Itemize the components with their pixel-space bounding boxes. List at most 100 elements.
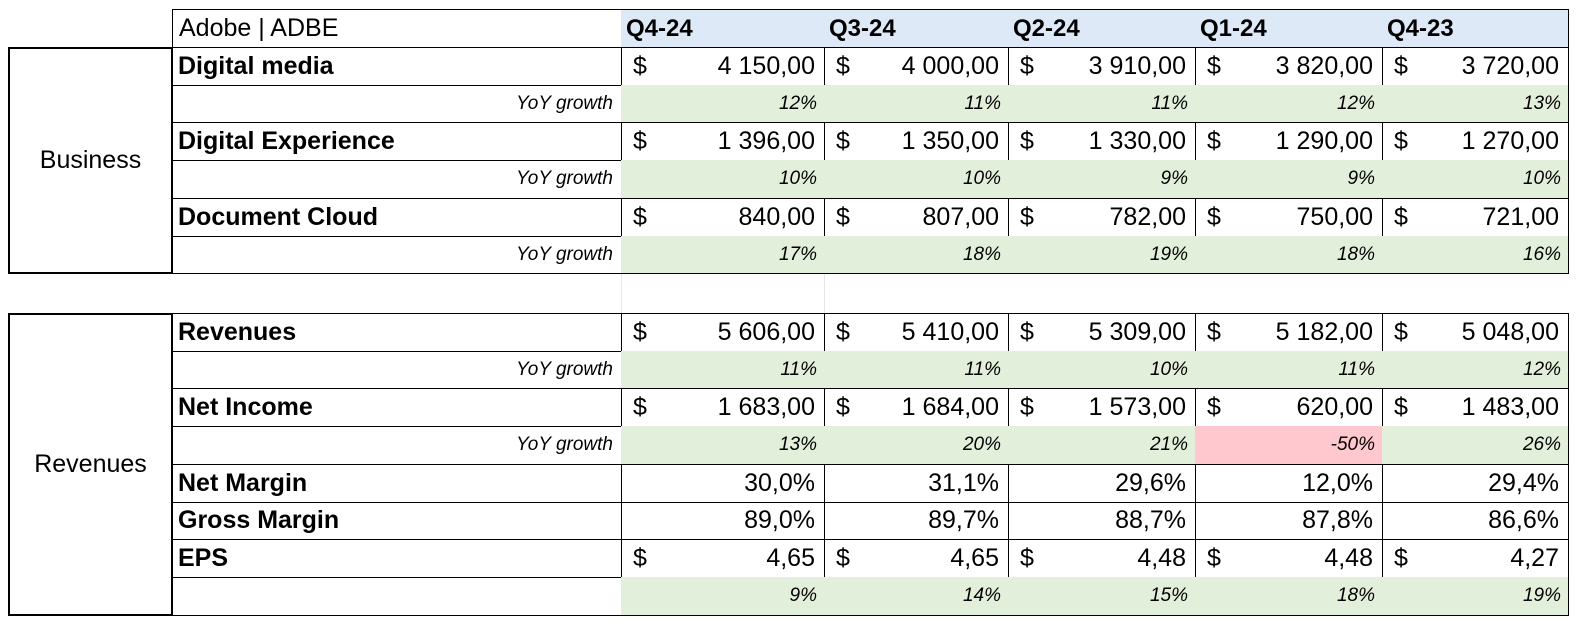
growth-cell[interactable]: 20%: [824, 426, 1009, 465]
percent-cell[interactable]: 89,7%: [824, 502, 1009, 540]
growth-row-label[interactable]: YoY growth: [172, 351, 622, 389]
money-cell[interactable]: $807,00: [824, 198, 1009, 237]
growth-cell[interactable]: 18%: [824, 236, 1009, 274]
metric-label[interactable]: EPS: [172, 539, 622, 578]
percent-cell[interactable]: 12,0%: [1195, 464, 1383, 503]
growth-cell[interactable]: 19%: [1008, 236, 1196, 274]
growth-cell[interactable]: 11%: [824, 85, 1009, 123]
money-value: 5 410,00: [901, 318, 999, 346]
percent-cell[interactable]: 89,0%: [621, 502, 825, 540]
money-cell[interactable]: $5 410,00: [824, 313, 1009, 352]
money-cell[interactable]: $4,48: [1008, 539, 1196, 578]
currency-symbol: $: [1207, 52, 1221, 80]
money-cell[interactable]: $1 270,00: [1382, 122, 1569, 161]
money-cell[interactable]: $840,00: [621, 198, 825, 237]
growth-cell[interactable]: 18%: [1195, 577, 1383, 616]
growth-cell[interactable]: -50%: [1195, 426, 1383, 465]
growth-cell[interactable]: 13%: [621, 426, 825, 465]
quarter-header[interactable]: Q1-24: [1195, 9, 1383, 48]
growth-cell[interactable]: 13%: [1382, 85, 1569, 123]
growth-cell[interactable]: 10%: [824, 160, 1009, 199]
money-cell[interactable]: $4,65: [621, 539, 825, 578]
money-cell[interactable]: $5 182,00: [1195, 313, 1383, 352]
growth-cell[interactable]: 11%: [1008, 85, 1196, 123]
money-value: 1 270,00: [1461, 126, 1559, 155]
money-cell[interactable]: $3 720,00: [1382, 47, 1569, 86]
metric-label[interactable]: Digital Experience: [172, 122, 622, 161]
money-cell[interactable]: $620,00: [1195, 388, 1383, 427]
money-cell[interactable]: $3 820,00: [1195, 47, 1383, 86]
section-label[interactable]: Revenues: [8, 313, 173, 616]
money-cell[interactable]: $1 350,00: [824, 122, 1009, 161]
percent-cell[interactable]: 30,0%: [621, 464, 825, 503]
growth-row-label[interactable]: YoY growth: [172, 426, 622, 465]
metric-label[interactable]: Document Cloud: [172, 198, 622, 237]
quarter-header[interactable]: Q4-23: [1382, 9, 1569, 48]
growth-cell[interactable]: 10%: [1008, 351, 1196, 389]
percent-cell[interactable]: 29,4%: [1382, 464, 1569, 503]
growth-cell[interactable]: 16%: [1382, 236, 1569, 274]
currency-symbol: $: [1394, 392, 1408, 421]
growth-row-label[interactable]: YoY growth: [172, 85, 622, 123]
money-cell[interactable]: $4 150,00: [621, 47, 825, 86]
growth-cell[interactable]: 9%: [621, 577, 825, 616]
growth-cell[interactable]: 17%: [621, 236, 825, 274]
growth-cell[interactable]: 14%: [824, 577, 1009, 616]
money-cell[interactable]: $1 573,00: [1008, 388, 1196, 427]
money-cell[interactable]: $5 048,00: [1382, 313, 1569, 352]
growth-cell[interactable]: 10%: [1382, 160, 1569, 199]
percent-cell[interactable]: 31,1%: [824, 464, 1009, 503]
money-cell[interactable]: $1 396,00: [621, 122, 825, 161]
money-value: 4,65: [766, 543, 815, 572]
money-cell[interactable]: $3 910,00: [1008, 47, 1196, 86]
quarter-header[interactable]: Q3-24: [824, 9, 1009, 48]
money-cell[interactable]: $1 483,00: [1382, 388, 1569, 427]
growth-cell[interactable]: 26%: [1382, 426, 1569, 465]
metric-label[interactable]: Gross Margin: [172, 502, 622, 540]
sheet-title[interactable]: Adobe | ADBE: [172, 9, 622, 48]
quarter-header[interactable]: Q4-24: [621, 9, 825, 48]
money-cell[interactable]: $4,65: [824, 539, 1009, 578]
money-cell[interactable]: $1 330,00: [1008, 122, 1196, 161]
metric-label[interactable]: Digital media: [172, 47, 622, 86]
growth-cell[interactable]: 9%: [1195, 160, 1383, 199]
metric-label[interactable]: Net Margin: [172, 464, 622, 503]
money-cell[interactable]: $1 683,00: [621, 388, 825, 427]
money-cell[interactable]: $5 309,00: [1008, 313, 1196, 352]
money-cell[interactable]: $4 000,00: [824, 47, 1009, 86]
currency-symbol: $: [1207, 318, 1221, 346]
growth-cell[interactable]: 12%: [621, 85, 825, 123]
money-cell[interactable]: $721,00: [1382, 198, 1569, 237]
growth-row-label[interactable]: [172, 577, 622, 616]
growth-cell[interactable]: 11%: [1195, 351, 1383, 389]
growth-cell[interactable]: 12%: [1382, 351, 1569, 389]
growth-cell[interactable]: 11%: [824, 351, 1009, 389]
growth-row-label[interactable]: YoY growth: [172, 160, 622, 199]
section-label[interactable]: Business: [8, 47, 173, 275]
money-cell[interactable]: $1 684,00: [824, 388, 1009, 427]
money-cell[interactable]: $4,48: [1195, 539, 1383, 578]
money-value: 721,00: [1482, 202, 1559, 231]
currency-symbol: $: [836, 543, 850, 572]
growth-cell[interactable]: 12%: [1195, 85, 1383, 123]
money-cell[interactable]: $750,00: [1195, 198, 1383, 237]
growth-cell[interactable]: 11%: [621, 351, 825, 389]
money-cell[interactable]: $1 290,00: [1195, 122, 1383, 161]
metric-label[interactable]: Revenues: [172, 313, 622, 352]
growth-cell[interactable]: 9%: [1008, 160, 1196, 199]
growth-row-label[interactable]: YoY growth: [172, 236, 622, 274]
percent-cell[interactable]: 29,6%: [1008, 464, 1196, 503]
percent-cell[interactable]: 87,8%: [1195, 502, 1383, 540]
money-cell[interactable]: $5 606,00: [621, 313, 825, 352]
growth-cell[interactable]: 19%: [1382, 577, 1569, 616]
growth-cell[interactable]: 10%: [621, 160, 825, 199]
percent-cell[interactable]: 86,6%: [1382, 502, 1569, 540]
money-cell[interactable]: $782,00: [1008, 198, 1196, 237]
growth-cell[interactable]: 18%: [1195, 236, 1383, 274]
growth-cell[interactable]: 15%: [1008, 577, 1196, 616]
quarter-header[interactable]: Q2-24: [1008, 9, 1196, 48]
money-cell[interactable]: $4,27: [1382, 539, 1569, 578]
growth-cell[interactable]: 21%: [1008, 426, 1196, 465]
metric-label[interactable]: Net Income: [172, 388, 622, 427]
percent-cell[interactable]: 88,7%: [1008, 502, 1196, 540]
